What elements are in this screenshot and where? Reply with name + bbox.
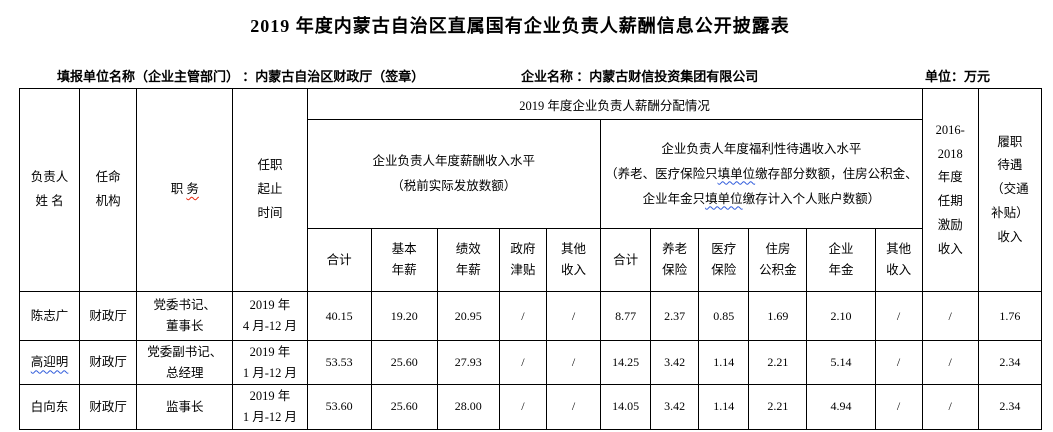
cell-welfare-total: 14.05 (600, 384, 652, 430)
table-row: 陈志广 财政厅 党委书记、 董事长 2019 年 4 月-12 月 40.15 … (18, 291, 1043, 341)
col-header-welfare-total: 合计 (600, 228, 652, 292)
cell-other-income: / (545, 384, 602, 430)
cell-pension: 2.37 (650, 291, 700, 341)
col-header-agency: 任命 机构 (79, 88, 138, 292)
cell-agency: 财政厅 (79, 291, 138, 341)
company-name-label: 企业名称 ：内蒙古财信投资集团有限公司 (521, 69, 759, 84)
cell-base-salary: 25.60 (370, 339, 438, 386)
col-header-performance-salary: 绩效 年薪 (436, 228, 500, 292)
cell-tenure: 2019 年 1 月-12 月 (232, 384, 308, 430)
cell-pension: 3.42 (650, 339, 700, 386)
cell-housing-fund: 2.21 (748, 339, 808, 386)
col-group-welfare-income: 企业负责人年度福利性待遇收入水平 （养老、医疗保险只填单位缴存部分数额，住房公积… (600, 119, 923, 229)
cell-gov-allowance: / (498, 339, 547, 386)
cell-gov-allowance: / (498, 384, 547, 430)
welfare-note-marked: 填单位 (717, 166, 756, 181)
col-header-term-incentive: 2016-2018 年度 任期 激励 收入 (921, 88, 979, 292)
cell-position: 监事长 (136, 384, 234, 430)
cell-other-welfare: / (874, 291, 923, 341)
col-header-duty-benefit: 履职 待遇 （交通 补贴） 收入 (977, 88, 1043, 292)
welfare-group-note: （养老、医疗保险只填单位缴存部分数额，住房公积金、企业年金只填单位缴存计入个人账… (603, 162, 920, 212)
cell-annuity: 2.10 (806, 291, 876, 341)
salary-group-title: 企业负责人年度薪酬收入水平 (372, 154, 536, 168)
cell-term-incentive: / (921, 384, 979, 430)
name-marked: 高迎明 (30, 355, 69, 370)
cell-annuity: 5.14 (806, 339, 876, 386)
cell-welfare-total: 8.77 (600, 291, 652, 341)
cell-name: 陈志广 (18, 291, 81, 341)
col-header-pension-insurance: 养老 保险 (650, 228, 700, 292)
welfare-note-text: 缴存计入个人账户数额） (742, 191, 881, 206)
col-header-other-welfare: 其他 收入 (874, 228, 923, 292)
salary-disclosure-table: 负责人 姓 名 任命 机构 职 务 任职 起止 时间 2019 年度企业负责人薪… (18, 88, 1043, 430)
cell-other-income: / (545, 339, 602, 386)
cell-duty-benefit: 2.34 (977, 384, 1043, 430)
cell-medical: 1.14 (698, 384, 750, 430)
cell-salary-total: 40.15 (306, 291, 372, 341)
cell-housing-fund: 1.69 (748, 291, 808, 341)
table-row: 高迎明 财政厅 党委副书记、 总经理 2019 年 1 月-12 月 53.53… (18, 339, 1043, 386)
cell-position: 党委副书记、 总经理 (136, 339, 234, 386)
cell-other-welfare: / (874, 339, 923, 386)
col-header-other-income: 其他 收入 (545, 228, 602, 292)
unit-label: 单位：万元 (925, 69, 991, 84)
cell-gov-allowance: / (498, 291, 547, 341)
cell-position: 党委书记、 董事长 (136, 291, 234, 341)
welfare-note-marked: 填单位 (705, 191, 743, 206)
cell-duty-benefit: 2.34 (977, 339, 1043, 386)
col-group-2019-distribution: 2019 年度企业负责人薪酬分配情况 (306, 88, 923, 120)
cell-pension: 3.42 (650, 384, 700, 430)
cell-medical: 1.14 (698, 339, 750, 386)
cell-performance-salary: 28.00 (436, 384, 500, 430)
cell-other-income: / (545, 291, 602, 341)
welfare-note-text: 缴存部分数额，住房公积金、企业年金只 (642, 166, 918, 206)
col-header-housing-fund: 住房 公积金 (748, 228, 808, 292)
cell-salary-total: 53.60 (306, 384, 372, 430)
cell-medical: 0.85 (698, 291, 750, 341)
cell-term-incentive: / (921, 339, 979, 386)
col-header-gov-allowance: 政府 津贴 (498, 228, 547, 292)
welfare-note-text: （养老、医疗保险只 (605, 166, 718, 181)
salary-group-note: （税前实际发放数额） (391, 179, 517, 193)
cell-welfare-total: 14.25 (600, 339, 652, 386)
col-header-position: 职 务 (136, 88, 234, 292)
col-group-salary-income: 企业负责人年度薪酬收入水平 （税前实际发放数额） (306, 119, 602, 229)
page-title: 2019 年度内蒙古自治区直属国有企业负责人薪酬信息公开披露表 (250, 16, 790, 36)
col-header-salary-total: 合计 (306, 228, 372, 292)
cell-term-incentive: / (921, 291, 979, 341)
meta-row: 填报单位名称（企业主管部门） ：内蒙古自治区财政厅（签章） 企业名称 ：内蒙古财… (0, 66, 1053, 84)
cell-tenure: 2019 年 1 月-12 月 (232, 339, 308, 386)
cell-duty-benefit: 1.76 (977, 291, 1043, 341)
cell-agency: 财政厅 (79, 339, 138, 386)
cell-salary-total: 53.53 (306, 339, 372, 386)
cell-name: 高迎明 (18, 339, 81, 386)
position-label-marked: 务 (186, 182, 199, 197)
cell-other-welfare: / (874, 384, 923, 430)
cell-base-salary: 25.60 (370, 384, 438, 430)
table-row: 白向东 财政厅 监事长 2019 年 1 月-12 月 53.60 25.60 … (18, 384, 1043, 430)
col-header-medical-insurance: 医疗 保险 (698, 228, 750, 292)
cell-performance-salary: 20.95 (436, 291, 500, 341)
cell-housing-fund: 2.21 (748, 384, 808, 430)
welfare-group-title: 企业负责人年度福利性待遇收入水平 (661, 141, 862, 156)
cell-annuity: 4.94 (806, 384, 876, 430)
cell-name: 白向东 (18, 384, 81, 430)
col-header-tenure: 任职 起止 时间 (232, 88, 308, 292)
cell-performance-salary: 27.93 (436, 339, 500, 386)
position-label-text: 职 (170, 182, 187, 197)
cell-base-salary: 19.20 (370, 291, 438, 341)
col-header-base-salary: 基本 年薪 (370, 228, 438, 292)
report-unit-label: 填报单位名称（企业主管部门） ：内蒙古自治区财政厅（签章） (57, 69, 425, 84)
cell-tenure: 2019 年 4 月-12 月 (232, 291, 308, 341)
col-header-name: 负责人 姓 名 (18, 88, 81, 292)
col-header-enterprise-annuity: 企业 年金 (806, 228, 876, 292)
cell-agency: 财政厅 (79, 384, 138, 430)
